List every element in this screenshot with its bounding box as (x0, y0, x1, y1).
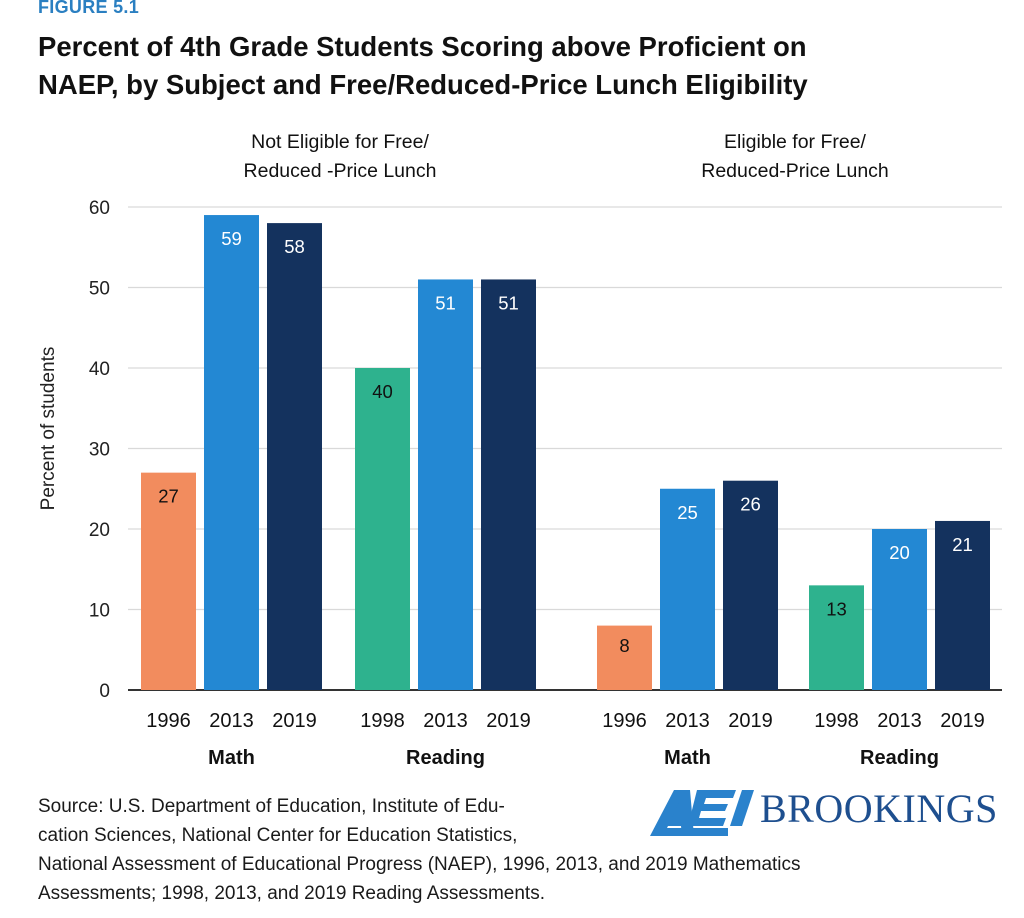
data-label: 51 (498, 292, 519, 313)
panel-title-line: Reduced-Price Lunch (701, 160, 889, 182)
data-label: 26 (740, 494, 761, 515)
x-tick-label: 1996 (602, 710, 647, 732)
data-label: 13 (826, 598, 847, 619)
bar (723, 480, 778, 690)
data-label: 27 (158, 486, 179, 507)
y-axis-label: Percent of students (38, 347, 59, 511)
brookings-wordmark: BROOKINGS (760, 786, 998, 831)
data-label: 8 (619, 635, 629, 656)
bar (809, 585, 864, 690)
x-tick-label: 2019 (940, 710, 985, 732)
bar (267, 223, 322, 690)
x-tick-label: 1998 (814, 710, 859, 732)
data-label: 25 (677, 502, 698, 523)
data-label: 20 (889, 542, 910, 563)
x-tick-label: 2019 (728, 710, 773, 732)
source-note: Source: U.S. Department of Education, In… (38, 792, 801, 908)
source-line-3: National Assessment of Educational Progr… (38, 854, 801, 875)
bar (141, 472, 196, 690)
x-tick-label: 2013 (423, 710, 468, 732)
y-tick-label: 10 (89, 601, 110, 622)
data-label: 51 (435, 292, 456, 313)
x-tick-label: 2019 (486, 710, 531, 732)
y-tick-label: 30 (89, 440, 110, 461)
chart-title-line-2: NAEP, by Subject and Free/Reduced-Price … (38, 69, 808, 100)
group-label: Math (664, 747, 711, 769)
bar-chart: 0 10 20 30 40 50 60 Percent of students Not Elig… (38, 131, 1002, 769)
data-label: 21 (952, 534, 973, 555)
panel-title-line: Eligible for Free/ (724, 131, 867, 153)
bar (597, 625, 652, 690)
x-tick-label: 2013 (209, 710, 254, 732)
y-tick-label: 40 (89, 359, 110, 380)
bar (660, 488, 715, 690)
group-label: Reading (406, 747, 485, 769)
source-line-1: Source: U.S. Department of Education, In… (38, 796, 505, 817)
x-tick-label: 1996 (146, 710, 191, 732)
y-tick-label: 0 (99, 681, 110, 702)
group-label: Math (208, 747, 255, 769)
bar (872, 529, 927, 690)
bar (481, 279, 536, 690)
x-tick-label: 2019 (272, 710, 317, 732)
y-tick-label: 60 (89, 198, 110, 219)
panel-title-line: Reduced -Price Lunch (244, 160, 437, 182)
data-label: 59 (221, 228, 242, 249)
y-tick-label: 20 (89, 520, 110, 541)
publisher-logo: BROOKINGS (650, 786, 1005, 838)
x-tick-label: 2013 (877, 710, 922, 732)
bar (204, 215, 259, 691)
panel-title-line: Not Eligible for Free/ (251, 131, 429, 153)
figure-label: FIGURE 5.1 (38, 0, 140, 17)
bar (418, 279, 473, 690)
x-tick-label: 1998 (360, 710, 405, 732)
data-label: 58 (284, 236, 305, 257)
y-tick-label: 50 (89, 279, 110, 300)
source-line-2: cation Sciences, National Center for Edu… (38, 825, 518, 846)
x-tick-label: 2013 (665, 710, 710, 732)
aei-logo-icon (650, 790, 754, 836)
bar (355, 368, 410, 690)
data-label: 40 (372, 381, 393, 402)
source-line-4: Assessments; 1998, 2013, and 2019 Readin… (38, 883, 545, 904)
chart-title: Percent of 4th Grade Students Scoring ab… (38, 28, 988, 104)
group-label: Reading (860, 747, 939, 769)
chart-title-line-1: Percent of 4th Grade Students Scoring ab… (38, 31, 807, 62)
bar (935, 520, 990, 690)
